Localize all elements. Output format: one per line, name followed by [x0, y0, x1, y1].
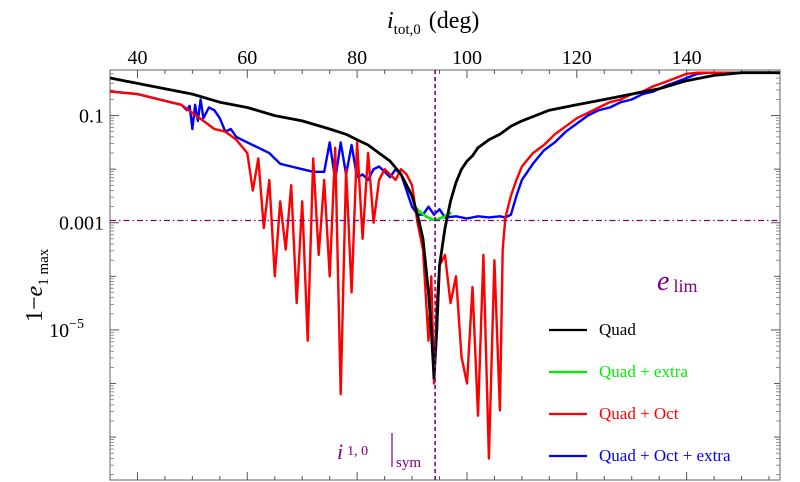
top-tick-label: 40 [127, 47, 147, 69]
legend-label-quad-oct: Quad + Oct [599, 404, 679, 423]
series-line-quad-oct-extra [110, 71, 780, 220]
top-tick-label: 80 [347, 47, 367, 69]
series-line-quad-extra [413, 205, 452, 222]
top-tick-label: 60 [237, 47, 257, 69]
series-line-quad [110, 71, 780, 380]
top-axis-title: itot,0 (deg) [387, 8, 479, 38]
legend-label-quad-extra: Quad + extra [599, 362, 688, 381]
top-tick-labels: 40 60 80 100 120 140 [127, 47, 701, 69]
legend-label-quad-oct-extra: Quad + Oct + extra [599, 446, 731, 465]
series-line-quad-oct [110, 71, 780, 460]
tick-group [109, 69, 780, 480]
series-layer [110, 71, 780, 460]
y-tick-label: 0.1 [79, 106, 104, 128]
top-tick-label: 120 [562, 47, 592, 69]
y-tick-label: 0.001 [59, 213, 104, 235]
top-tick-label: 100 [452, 47, 482, 69]
top-tick-label: 140 [672, 47, 702, 69]
y-tick-labels: 0.1 0.001 10−5 [49, 106, 104, 342]
y-tick-label: 10−5 [49, 317, 84, 342]
i-sym-sub: sym [396, 455, 421, 471]
e-lim-label: e lim [657, 266, 697, 297]
plot-frame [109, 69, 781, 481]
legend-label-quad: Quad [599, 320, 636, 339]
i-sym-label: i 1, 0 [337, 439, 368, 464]
legend: Quad Quad + extra Quad + Oct Quad + Oct … [549, 320, 731, 465]
y-axis-title: 1−e1 max [22, 248, 52, 322]
reference-lines [110, 70, 780, 480]
